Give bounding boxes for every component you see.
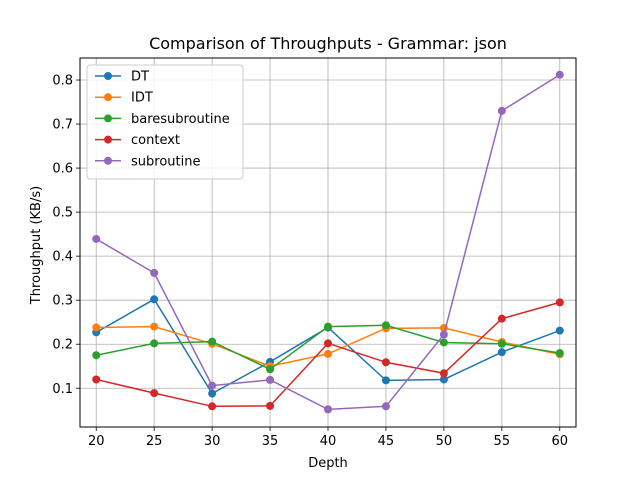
legend-marker: [104, 156, 112, 165]
x-tick-label: 60: [552, 434, 569, 449]
data-point-context: [324, 339, 332, 348]
data-point-context: [92, 375, 101, 384]
data-point-baresubroutine: [92, 351, 101, 360]
data-point-dt: [497, 348, 506, 357]
y-axis-label: Throughput (KB/s): [29, 186, 44, 305]
data-point-context: [497, 314, 506, 323]
data-point-dt: [150, 295, 159, 304]
chart-title: Comparison of Throughputs - Grammar: jso…: [149, 34, 507, 53]
data-point-context: [208, 402, 217, 411]
data-point-context: [266, 401, 275, 410]
data-point-subroutine: [150, 268, 159, 277]
x-tick-label: 40: [320, 434, 337, 449]
data-point-context: [439, 369, 448, 378]
data-point-baresubroutine: [381, 321, 390, 330]
legend-item-context: context: [95, 133, 180, 148]
data-point-dt: [555, 326, 564, 335]
y-tick-label: 0.4: [52, 250, 73, 265]
legend-item-baresubroutine: baresubroutine: [95, 112, 230, 127]
legend-label: subroutine: [131, 154, 200, 169]
data-point-baresubroutine: [208, 337, 217, 346]
legend-item-dt: DT: [95, 70, 149, 85]
legend-marker: [104, 72, 112, 80]
y-tick-label: 0.3: [52, 294, 73, 309]
data-point-subroutine: [324, 405, 332, 414]
x-tick-label: 30: [204, 434, 221, 449]
data-point-context: [555, 298, 564, 307]
data-point-baresubroutine: [324, 322, 332, 331]
data-point-dt: [381, 376, 390, 385]
legend-label: DT: [131, 70, 149, 85]
y-tick-label: 0.2: [52, 338, 73, 353]
legend-item-subroutine: subroutine: [95, 154, 200, 169]
data-point-baresubroutine: [439, 338, 448, 347]
x-tick-label: 20: [88, 434, 105, 449]
y-tick-label: 0.8: [52, 74, 73, 89]
data-point-baresubroutine: [555, 349, 564, 358]
data-point-baresubroutine: [150, 339, 159, 348]
legend-marker: [104, 114, 112, 123]
series-baresubroutine: [92, 321, 564, 374]
x-axis: 20 25 30 35 40 45 50 55 60: [88, 427, 568, 449]
y-tick-label: 0.7: [52, 118, 73, 133]
data-point-idt: [92, 323, 101, 332]
data-point-dt: [208, 389, 217, 398]
series-context: [92, 298, 564, 411]
data-point-subroutine: [439, 330, 448, 339]
legend-item-idt: IDT: [95, 91, 153, 106]
x-tick-label: 25: [146, 434, 163, 449]
data-point-context: [150, 389, 159, 398]
data-point-subroutine: [208, 381, 217, 390]
y-tick-label: 0.5: [52, 206, 73, 221]
data-point-subroutine: [555, 70, 564, 79]
data-point-baresubroutine: [497, 339, 506, 348]
data-point-idt: [150, 322, 159, 331]
series-subroutine: [92, 70, 564, 414]
data-point-dt: [439, 375, 448, 384]
data-point-subroutine: [266, 375, 275, 384]
legend-marker: [104, 93, 112, 102]
data-point-subroutine: [497, 106, 506, 115]
y-axis: 0.1 0.2 0.3 0.4 0.5 0.6 0.7 0.8: [52, 74, 80, 397]
legend: DT IDT baresubroutine context subroutine: [86, 64, 244, 180]
series-group: [92, 70, 564, 414]
y-tick-label: 0.6: [52, 162, 73, 177]
plot-area: 20 25 30 35 40 45 50 55 60 0.1 0.2 0.3 0.4 0.5 0.6 0.7…: [52, 57, 577, 449]
data-point-baresubroutine: [266, 365, 275, 374]
x-tick-label: 55: [494, 434, 511, 449]
data-point-subroutine: [92, 234, 101, 243]
legend-label: IDT: [131, 91, 153, 106]
legend-label: context: [131, 133, 180, 148]
legend-label: baresubroutine: [131, 112, 230, 127]
legend-box: [86, 64, 244, 180]
data-point-context: [381, 358, 390, 367]
x-tick-label: 35: [262, 434, 279, 449]
data-point-subroutine: [381, 402, 390, 411]
x-axis-label: Depth: [308, 456, 348, 471]
legend-marker: [104, 135, 112, 144]
x-tick-label: 50: [436, 434, 453, 449]
x-tick-label: 45: [378, 434, 395, 449]
y-tick-label: 0.1: [52, 382, 73, 397]
data-point-idt: [324, 349, 332, 358]
